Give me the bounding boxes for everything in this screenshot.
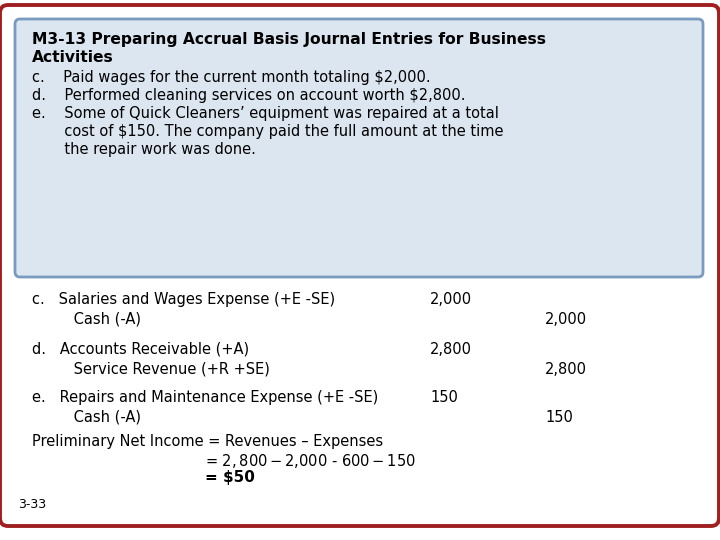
Text: d.    Performed cleaning services on account worth $2,800.: d. Performed cleaning services on accoun… [32, 88, 466, 103]
Text: cost of $150. The company paid the full amount at the time: cost of $150. The company paid the full … [32, 124, 503, 139]
Text: e.    Some of Quick Cleaners’ equipment was repaired at a total: e. Some of Quick Cleaners’ equipment was… [32, 106, 499, 121]
Text: d.   Accounts Receivable (+A): d. Accounts Receivable (+A) [32, 342, 249, 357]
Text: 2,000: 2,000 [545, 312, 587, 327]
Text: 150: 150 [430, 390, 458, 405]
Text: 3-33: 3-33 [18, 498, 46, 511]
Text: M3-13 Preparing Accrual Basis Journal Entries for Business: M3-13 Preparing Accrual Basis Journal En… [32, 32, 546, 47]
Text: the repair work was done.: the repair work was done. [32, 142, 256, 157]
Text: 150: 150 [545, 410, 573, 425]
Text: 2,800: 2,800 [430, 342, 472, 357]
Text: Cash (-A): Cash (-A) [32, 410, 141, 425]
Text: 2,000: 2,000 [430, 292, 472, 307]
Text: Activities: Activities [32, 50, 114, 65]
Text: c.    Paid wages for the current month totaling $2,000.: c. Paid wages for the current month tota… [32, 70, 431, 85]
FancyBboxPatch shape [0, 5, 719, 526]
Text: 2,800: 2,800 [545, 362, 587, 377]
Text: e.   Repairs and Maintenance Expense (+E -SE): e. Repairs and Maintenance Expense (+E -… [32, 390, 378, 405]
Text: Cash (-A): Cash (-A) [32, 312, 141, 327]
Text: c.   Salaries and Wages Expense (+E -SE): c. Salaries and Wages Expense (+E -SE) [32, 292, 335, 307]
Text: Preliminary Net Income = Revenues – Expenses: Preliminary Net Income = Revenues – Expe… [32, 434, 383, 449]
FancyBboxPatch shape [15, 19, 703, 277]
Text: Service Revenue (+R +SE): Service Revenue (+R +SE) [32, 362, 270, 377]
Text: = $2,800 - $2,000 - $600 - $150: = $2,800 - $2,000 - $600 - $150 [205, 452, 416, 470]
Text: = $50: = $50 [205, 470, 255, 485]
